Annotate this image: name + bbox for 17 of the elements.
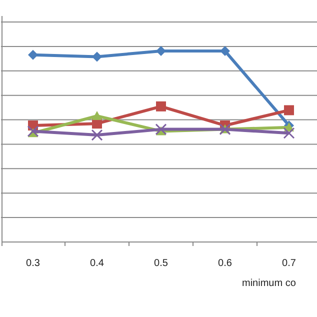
x-tick-label: 0.6 xyxy=(218,258,232,269)
point xyxy=(155,124,167,136)
point xyxy=(28,50,38,60)
point xyxy=(284,105,294,116)
point xyxy=(27,125,39,137)
x-tick-label: 0.5 xyxy=(154,258,168,269)
point xyxy=(220,46,230,56)
x-tick-label: 0.7 xyxy=(282,258,296,269)
point xyxy=(91,129,103,141)
point xyxy=(92,52,102,62)
point xyxy=(283,127,295,139)
point xyxy=(92,110,102,120)
x-tick-label: 0.4 xyxy=(90,258,104,269)
x-tick-label: 0.3 xyxy=(26,258,40,269)
point xyxy=(156,46,166,56)
x-axis-title: minimum co xyxy=(242,278,296,289)
point xyxy=(156,101,166,112)
